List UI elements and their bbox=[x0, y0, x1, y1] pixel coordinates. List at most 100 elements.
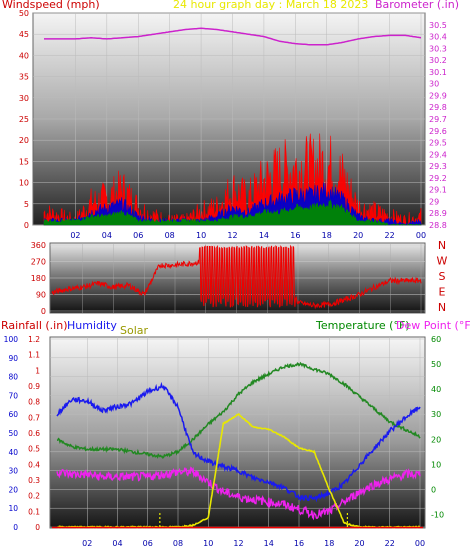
direction-y-ticks: 0 90 180 270 360 bbox=[31, 241, 46, 316]
temperature-tick-label: -10 bbox=[431, 510, 444, 519]
x-tick-label: 06 bbox=[133, 231, 143, 240]
temperature-tick-label: 60 bbox=[431, 335, 441, 344]
rain-tick-label: 0.7 bbox=[28, 413, 40, 422]
temperature-tick-label: 10 bbox=[431, 460, 441, 469]
x-tick-label: 12 bbox=[233, 539, 243, 548]
temp-humidity-series bbox=[52, 361, 423, 529]
humidity-tick-label: 70 bbox=[8, 391, 18, 400]
baro-tick-label: 29.1 bbox=[429, 186, 447, 195]
chart-title: 24 hour graph day : March 18 2023 bbox=[173, 0, 369, 11]
x-tick-label: 04 bbox=[112, 539, 122, 548]
x-tick-label: 04 bbox=[102, 231, 112, 240]
humidity-tick-label: 10 bbox=[8, 504, 18, 513]
humidity-tick-label: 40 bbox=[8, 448, 18, 457]
baro-y-ticks: 28.8 28.9 29 29.1 29.2 29.3 29.4 29.5 29.6 29.7 29… bbox=[429, 21, 447, 230]
direction-tick-label: 270 bbox=[31, 258, 46, 267]
baro-tick-label: 30.1 bbox=[429, 68, 447, 77]
humidity-tick-label: 80 bbox=[8, 373, 18, 382]
x-tick-label: 18 bbox=[324, 539, 334, 548]
humidity-tick-label: 50 bbox=[8, 429, 18, 438]
rain-tick-label: 0.6 bbox=[28, 429, 40, 438]
x-tick-label: 08 bbox=[173, 539, 183, 548]
humidity-tick-label: 100 bbox=[4, 335, 19, 344]
x-tick-label: 16 bbox=[290, 231, 300, 240]
direction-tick-label: 90 bbox=[36, 291, 46, 300]
baro-tick-label: 28.9 bbox=[429, 209, 447, 218]
rain-tick-label: 0.1 bbox=[28, 507, 40, 516]
dewpoint-axis-label: Dew Point (°F) bbox=[396, 319, 470, 332]
wind-tick-label: 45 bbox=[19, 30, 29, 39]
wind-tick-label: 40 bbox=[19, 51, 29, 60]
x-tick-label: 06 bbox=[143, 539, 153, 548]
temperature-tick-label: 30 bbox=[431, 410, 441, 419]
rain-tick-label: 0.9 bbox=[28, 382, 40, 391]
baro-tick-label: 29.7 bbox=[429, 115, 447, 124]
direction-tick-label: 0 bbox=[41, 307, 46, 316]
x-tick-label: 00 bbox=[416, 231, 426, 240]
rain-tick-label: 0.3 bbox=[28, 476, 40, 485]
rain-tick-label: 1 bbox=[35, 366, 40, 375]
baro-tick-label: 29.9 bbox=[429, 91, 447, 100]
x-tick-label: 00 bbox=[415, 539, 425, 548]
x-tick-label: 10 bbox=[203, 539, 213, 548]
x-tick-label: 14 bbox=[259, 231, 269, 240]
x-tick-label: 02 bbox=[70, 231, 80, 240]
wind-y-ticks: 0 5 10 15 20 25 30 35 40 45 50 bbox=[19, 9, 29, 230]
baro-tick-label: 29.2 bbox=[429, 174, 447, 183]
direction-series bbox=[51, 244, 422, 310]
wind-tick-label: 30 bbox=[19, 94, 29, 103]
compass-label: S bbox=[439, 270, 446, 283]
x-tick-label: 08 bbox=[165, 231, 175, 240]
x-tick-label: 02 bbox=[82, 539, 92, 548]
rainfall-axis-label: Rainfall (.in) bbox=[1, 319, 68, 332]
baro-tick-label: 29 bbox=[429, 197, 439, 206]
temp-humidity-plot-area bbox=[49, 336, 426, 529]
humidity-tick-label: 60 bbox=[8, 410, 18, 419]
dewpoint-line bbox=[56, 466, 421, 521]
humidity-tick-label: 30 bbox=[8, 467, 18, 476]
rain-tick-label: 0.8 bbox=[28, 398, 40, 407]
x-tick-label: 22 bbox=[385, 539, 395, 548]
solar-axis-label: Solar bbox=[120, 324, 149, 337]
x-tick-label: 16 bbox=[294, 539, 304, 548]
baro-tick-label: 29.8 bbox=[429, 103, 447, 112]
humidity-axis-label: Humidity bbox=[67, 319, 117, 332]
wind-low-line bbox=[43, 199, 422, 226]
baro-tick-label: 30.5 bbox=[429, 21, 447, 30]
direction-tick-label: 180 bbox=[31, 274, 46, 283]
x-tick-label: 14 bbox=[264, 539, 274, 548]
x-tick-label: 20 bbox=[354, 539, 364, 548]
temperature-tick-label: 40 bbox=[431, 385, 441, 394]
baro-tick-label: 29.5 bbox=[429, 139, 447, 148]
compass-label: N bbox=[438, 239, 446, 252]
baro-tick-label: 30 bbox=[429, 80, 439, 89]
windspeed-axis-label: Windspeed (mph) bbox=[2, 0, 100, 11]
temperature-tick-label: 20 bbox=[431, 435, 441, 444]
rain-tick-label: 1.1 bbox=[28, 351, 40, 360]
wind-baro-series bbox=[43, 27, 422, 226]
wind-x-ticks: 02 04 06 08 10 12 14 16 18 20 22 00 bbox=[70, 231, 426, 240]
wind-tick-label: 5 bbox=[24, 200, 29, 209]
rain-tick-label: 0.4 bbox=[28, 460, 40, 469]
wind-tick-label: 15 bbox=[19, 157, 29, 166]
rain-tick-label: 1.2 bbox=[28, 335, 40, 344]
temperature-line bbox=[56, 361, 421, 459]
baro-tick-label: 28.8 bbox=[429, 221, 447, 230]
baro-tick-label: 29.4 bbox=[429, 150, 447, 159]
wind-tick-label: 50 bbox=[19, 9, 29, 18]
rain-tick-label: 0.2 bbox=[28, 492, 40, 501]
rain-y-ticks: 0 0.1 0.2 0.3 0.4 0.5 0.6 0.7 0.8 0.9 1 1.1 1.2 bbox=[28, 335, 40, 532]
temperature-axis-label: Temperature (°F) bbox=[316, 319, 410, 332]
wind-tick-label: 10 bbox=[19, 179, 29, 188]
x-tick-label: 10 bbox=[196, 231, 206, 240]
baro-tick-label: 30.4 bbox=[429, 33, 447, 42]
wind-tick-label: 35 bbox=[19, 73, 29, 82]
wind-tick-label: 20 bbox=[19, 136, 29, 145]
humidity-line bbox=[56, 381, 421, 503]
baro-tick-label: 30.2 bbox=[429, 56, 447, 65]
x-tick-label: 20 bbox=[353, 231, 363, 240]
humidity-tick-label: 90 bbox=[8, 354, 18, 363]
rain-tick-label: 0 bbox=[35, 523, 40, 532]
compass-label: W bbox=[437, 255, 448, 268]
